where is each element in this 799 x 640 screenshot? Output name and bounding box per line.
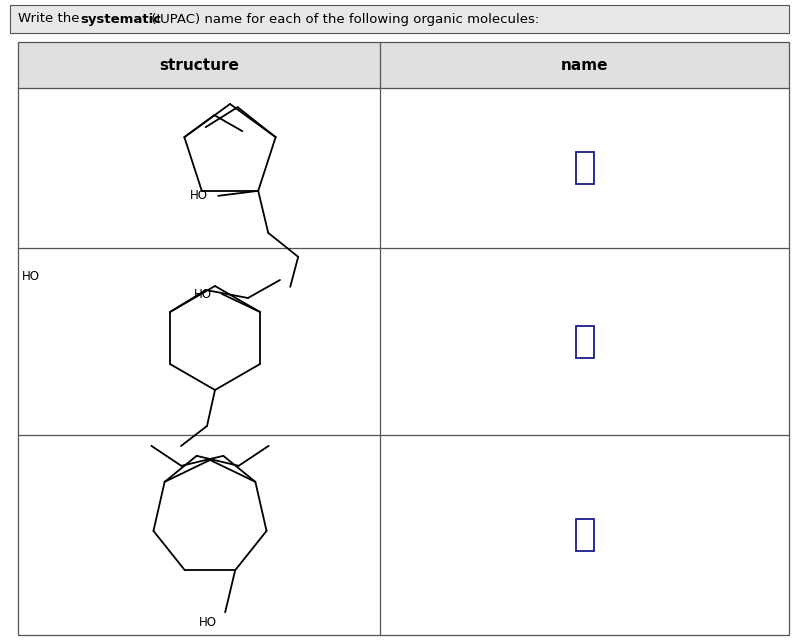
Bar <box>10 5 789 33</box>
Text: Write the: Write the <box>18 13 84 26</box>
Bar <box>575 152 594 184</box>
Bar <box>380 42 789 88</box>
Text: (IUPAC) name for each of the following organic molecules:: (IUPAC) name for each of the following o… <box>147 13 539 26</box>
Text: HO: HO <box>22 270 40 283</box>
Text: name: name <box>561 58 608 72</box>
Bar <box>18 42 380 88</box>
Text: structure: structure <box>159 58 239 72</box>
Bar <box>575 519 594 551</box>
Text: systematic: systematic <box>80 13 161 26</box>
Text: HO: HO <box>199 616 217 628</box>
Text: HO: HO <box>190 189 209 202</box>
Text: HO: HO <box>194 287 212 301</box>
Bar <box>575 326 594 358</box>
